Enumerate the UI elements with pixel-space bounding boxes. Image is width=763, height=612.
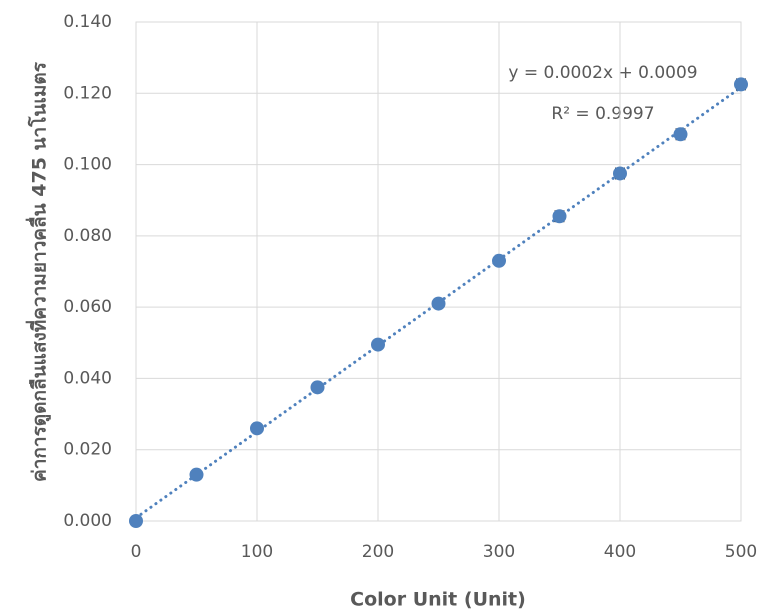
x-tick-label: 100 [241,542,273,562]
x-axis-title: Color Unit (Unit) [350,589,526,611]
data-point [310,380,325,395]
y-axis-title: ค่าการดูดกลืนแสงที่ความยาวคลื่น 475 นาโน… [26,61,52,482]
data-point [250,421,264,436]
trend-r-squared: R² = 0.9997 [551,104,654,124]
data-point [129,514,143,528]
y-tick-label: 0.140 [63,12,112,32]
trend-equation: y = 0.0002x + 0.0009 [508,63,697,83]
data-point [552,209,567,224]
x-tick-label: 400 [604,542,636,562]
data-point [734,77,748,92]
data-point [431,296,446,311]
plot-border [135,21,742,522]
x-tick-label: 300 [483,542,515,562]
y-tick-label: 0.020 [63,440,112,460]
y-tick-label: 0.100 [63,155,112,175]
y-tick-label: 0.040 [63,368,112,388]
data-point [673,127,688,142]
data-point [189,467,204,482]
data-point [613,166,627,181]
data-point [492,253,506,268]
y-tick-label: 0.080 [63,226,112,246]
y-tick-label: 0.120 [63,83,112,103]
x-tick-label: 200 [362,542,394,562]
x-tick-label: 0 [131,542,142,562]
data-point [371,337,385,352]
y-tick-label: 0.060 [63,297,112,317]
y-tick-label: 0.000 [63,511,112,531]
x-tick-label: 500 [725,542,757,562]
